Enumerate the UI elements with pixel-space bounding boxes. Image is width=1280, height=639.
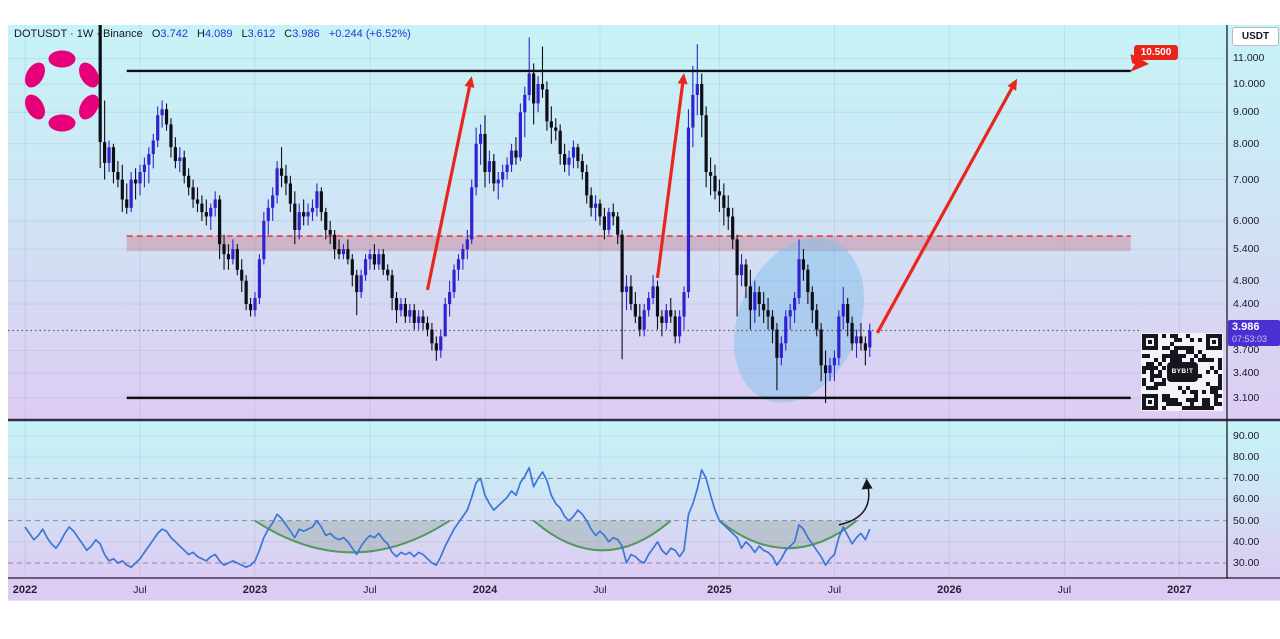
ohlc-open-label: O <box>151 28 161 40</box>
price-tick-label: 3.100 <box>1233 391 1260 404</box>
time-axis[interactable] <box>8 579 1280 600</box>
symbol-header: DOTUSDT · 1W · Binance O3.742 H4.089 L3.… <box>14 28 411 40</box>
time-tick-label: 2025 <box>707 584 732 596</box>
rsi-tick-label: 80.00 <box>1233 451 1260 464</box>
price-alert-label[interactable]: 10.500 <box>1134 45 1178 60</box>
price-tick-label: 3.400 <box>1233 367 1260 380</box>
ohlc-change-value: +0.244 (+6.52%) <box>328 28 411 40</box>
rsi-arc <box>532 519 672 552</box>
ohlc-close-value: 3.986 <box>292 28 320 40</box>
bar-countdown-timer: 07:53:03 <box>1232 334 1268 344</box>
price-tick-label: 4.400 <box>1233 298 1260 311</box>
current-price-badge: 3.986 07:53:03 <box>1228 320 1280 346</box>
time-tick-label: Jul <box>133 584 147 596</box>
rsi-arc <box>254 519 451 554</box>
rsi-tick-label: 50.00 <box>1233 514 1260 527</box>
time-tick-label: 2024 <box>472 584 498 596</box>
ohlc-low-value: 3.612 <box>247 28 276 40</box>
price-tick-label: 6.000 <box>1233 214 1260 227</box>
ohlc-close-label: C <box>284 28 293 40</box>
trend-arrow <box>875 87 1014 334</box>
price-tick-label: 7.000 <box>1233 173 1260 186</box>
price-tick-label: 3.700 <box>1233 344 1260 357</box>
time-tick-label: Jul <box>1057 584 1072 596</box>
time-tick-label: Jul <box>593 584 607 596</box>
rsi-line <box>24 466 871 569</box>
ohlc-low-label: L <box>241 28 248 40</box>
currency-unit-button[interactable]: USDT <box>1232 27 1279 46</box>
ohlc-open-value: 3.742 <box>160 28 188 40</box>
rsi-tick-label: 60.00 <box>1233 493 1260 506</box>
rsi-tick-label: 70.00 <box>1233 472 1260 485</box>
time-tick-label: Jul <box>827 584 842 596</box>
symbol-title[interactable]: DOTUSDT · 1W · Binance <box>14 28 143 40</box>
price-tick-label: 5.400 <box>1233 243 1260 256</box>
time-tick-label: 2027 <box>1167 584 1192 596</box>
price-tick-label: 10.000 <box>1233 78 1266 90</box>
qr-pattern <box>1141 333 1223 411</box>
rsi-tick-label: 90.00 <box>1233 429 1260 442</box>
price-tick-label: 9.000 <box>1233 106 1260 119</box>
current-price-value: 3.986 <box>1232 321 1260 333</box>
trend-arrow <box>425 86 472 291</box>
ohlc-high-label: H <box>197 28 205 40</box>
rsi-tick-label: 40.00 <box>1233 535 1260 548</box>
price-tick-label: 11.000 <box>1233 52 1265 65</box>
candlestick-series <box>98 25 872 404</box>
time-tick-label: 2022 <box>12 584 38 596</box>
polkadot-logo-watermark <box>25 50 99 132</box>
price-tick-label: 8.000 <box>1233 137 1260 150</box>
rsi-tick-label: 30.00 <box>1233 557 1260 569</box>
time-tick-label: Jul <box>363 584 377 596</box>
ohlc-high-value: 4.089 <box>204 28 233 40</box>
time-tick-label: 2026 <box>937 584 962 596</box>
bybit-qr-watermark: BYB!T <box>1141 333 1223 411</box>
rsi-breakout-arrow <box>838 484 870 526</box>
bybit-logo: BYB!T <box>1167 362 1198 382</box>
trend-arrow <box>655 83 685 279</box>
price-tick-label: 4.800 <box>1233 274 1260 287</box>
time-tick-label: 2023 <box>242 584 268 596</box>
